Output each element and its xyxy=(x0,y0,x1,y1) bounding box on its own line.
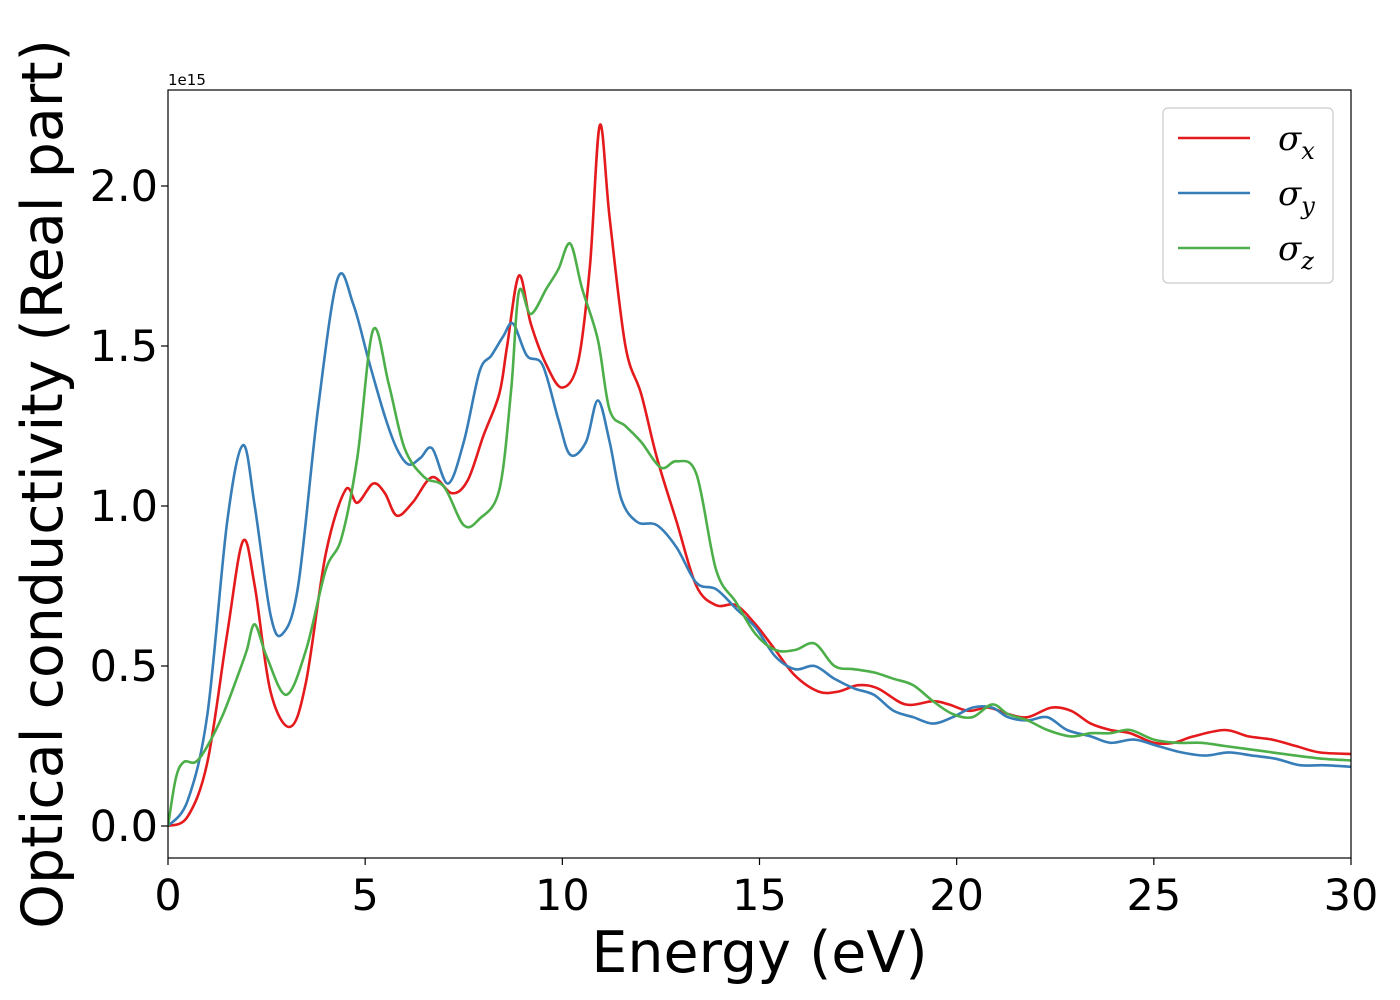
x-tick-label: 25 xyxy=(1126,871,1181,921)
legend-item-z: σz xyxy=(1178,229,1314,275)
legend-item-x: σx xyxy=(1178,119,1315,165)
x-tick-label: 30 xyxy=(1324,871,1379,921)
y-axis-title: Optical conductivity (Real part) xyxy=(10,39,76,929)
y-tick-label: 1.5 xyxy=(90,322,158,372)
x-axis-title: Energy (eV) xyxy=(591,920,927,986)
legend-item-y: σy xyxy=(1178,174,1315,220)
x-axis: 0 5 10 15 20 25 30 xyxy=(154,858,1378,921)
x-tick-label: 0 xyxy=(154,871,181,921)
x-tick-label: 20 xyxy=(929,871,984,921)
x-tick-label: 5 xyxy=(351,871,378,921)
series-line-z xyxy=(168,242,1351,827)
plot-frame xyxy=(167,89,1352,859)
legend-label: σy xyxy=(1278,174,1315,220)
y-tick-label: 2.0 xyxy=(90,162,158,212)
legend-label: σz xyxy=(1278,229,1314,275)
y-offset-text: 1e15 xyxy=(168,71,206,89)
x-tick-label: 10 xyxy=(535,871,590,921)
series-line-x xyxy=(168,123,1351,828)
legend: σx σy σz xyxy=(1162,107,1334,284)
series-layer xyxy=(168,123,1351,828)
legend-items: σx σy σz xyxy=(1178,119,1315,275)
legend-box xyxy=(1162,107,1334,284)
legend-label: σx xyxy=(1278,119,1315,165)
y-tick-label: 1.0 xyxy=(90,482,158,532)
y-axis: 0.0 0.5 1.0 1.5 2.0 xyxy=(90,162,168,852)
y-tick-label: 0.0 xyxy=(90,802,158,852)
x-tick-label: 15 xyxy=(732,871,787,921)
y-tick-label: 0.5 xyxy=(90,642,158,692)
